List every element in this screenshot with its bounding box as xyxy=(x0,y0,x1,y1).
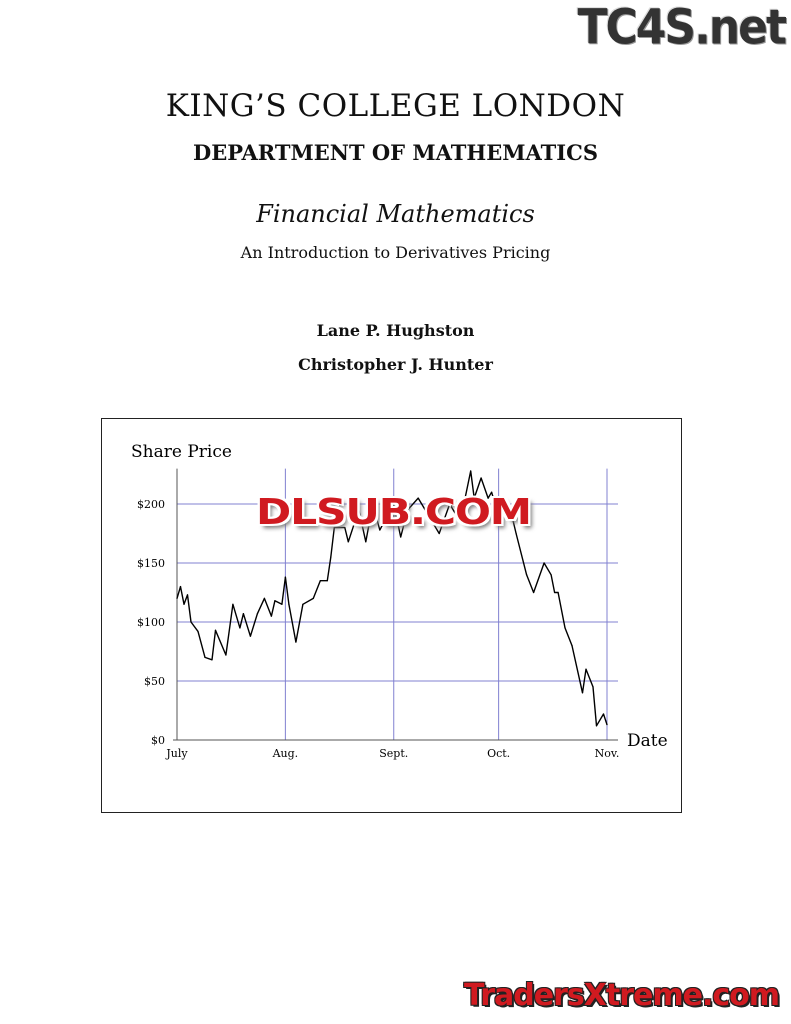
x-tick-label: Sept. xyxy=(379,747,408,760)
data-point xyxy=(592,686,594,688)
x-axis-label: Date xyxy=(627,731,668,751)
data-point xyxy=(295,641,297,643)
x-tick-label: Oct. xyxy=(487,747,510,760)
data-point xyxy=(508,503,510,505)
author-1: Lane P. Hughston xyxy=(316,321,475,340)
data-point xyxy=(487,497,489,499)
data-point xyxy=(190,621,192,623)
data-point xyxy=(232,603,234,605)
y-tick-label: $50 xyxy=(144,675,165,688)
data-point xyxy=(581,692,584,694)
data-point xyxy=(281,603,283,605)
data-point xyxy=(358,509,360,511)
watermark-tradersxtreme: TradersXtreme.com xyxy=(464,978,780,1013)
y-axis-label: Share Price xyxy=(131,442,232,462)
data-point xyxy=(186,594,189,596)
data-point xyxy=(585,668,587,670)
y-tick-label: $150 xyxy=(137,557,165,570)
data-point xyxy=(428,515,430,517)
watermark-dlsub: DLSUB.COM xyxy=(256,492,532,533)
data-point xyxy=(326,580,328,582)
data-point xyxy=(473,497,475,499)
watermark-tc4s: TC4S.net xyxy=(577,0,787,56)
department-title: DEPARTMENT OF MATHEMATICS xyxy=(193,140,598,165)
data-point xyxy=(211,659,213,661)
data-point xyxy=(407,509,409,511)
data-point xyxy=(183,603,185,605)
data-point xyxy=(204,656,206,659)
data-point xyxy=(543,562,545,564)
y-tick-label: $0 xyxy=(151,734,165,747)
data-point xyxy=(557,591,559,594)
data-point xyxy=(312,597,314,600)
data-point xyxy=(491,491,493,493)
data-point xyxy=(344,527,346,529)
data-point xyxy=(270,615,272,617)
data-point xyxy=(595,725,598,727)
data-point xyxy=(449,503,451,505)
data-point xyxy=(525,574,528,576)
author-2: Christopher J. Hunter xyxy=(298,355,493,374)
data-point xyxy=(284,576,286,578)
data-point xyxy=(459,521,461,523)
data-point xyxy=(288,603,290,605)
data-point xyxy=(480,477,482,479)
data-point xyxy=(602,713,605,715)
data-point xyxy=(249,635,252,637)
book-title: Financial Mathematics xyxy=(256,200,535,228)
book-subtitle: An Introduction to Derivatives Pricing xyxy=(240,243,551,262)
data-point xyxy=(393,503,395,505)
data-point xyxy=(330,556,332,558)
chart-frame xyxy=(101,418,682,813)
data-point xyxy=(225,654,227,656)
data-point xyxy=(176,597,178,600)
data-point xyxy=(532,591,535,594)
data-point xyxy=(379,529,381,531)
data-point xyxy=(239,627,241,629)
data-point xyxy=(438,532,440,535)
data-point xyxy=(550,574,552,576)
y-tick-label: $100 xyxy=(137,616,165,629)
data-point xyxy=(242,613,245,615)
data-point xyxy=(333,527,335,529)
data-point xyxy=(302,603,304,605)
x-tick-label: Nov. xyxy=(595,747,620,760)
data-point xyxy=(274,600,276,602)
data-point xyxy=(372,503,374,505)
data-point xyxy=(571,645,573,647)
data-point xyxy=(400,536,402,538)
institution-title: KING’S COLLEGE LONDON xyxy=(165,88,626,124)
data-point xyxy=(515,532,517,535)
y-tick-label: $200 xyxy=(137,498,165,511)
data-point xyxy=(263,597,265,600)
data-point xyxy=(553,591,556,594)
data-point xyxy=(470,470,472,472)
data-point xyxy=(256,613,259,615)
x-tick-label: Aug. xyxy=(272,747,299,760)
data-point xyxy=(319,580,321,582)
data-point xyxy=(498,515,500,517)
share-price-line xyxy=(176,470,608,727)
data-point xyxy=(417,497,419,499)
data-point xyxy=(365,541,367,543)
data-point xyxy=(214,629,217,631)
data-point xyxy=(606,724,608,726)
data-point xyxy=(197,630,199,633)
data-point xyxy=(347,541,349,543)
x-tick-label: July xyxy=(165,747,188,760)
data-point xyxy=(564,627,566,629)
data-point xyxy=(179,586,182,588)
